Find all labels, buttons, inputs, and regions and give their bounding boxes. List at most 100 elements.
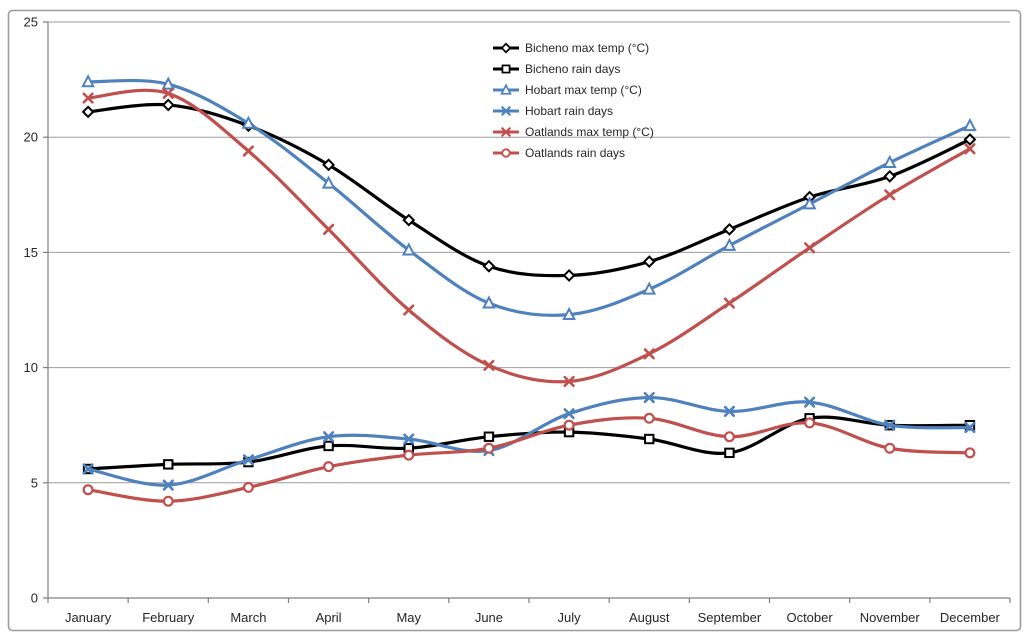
y-axis-label: 0 [31,591,38,606]
circle-marker [884,442,896,454]
circle-marker [162,495,174,507]
diamond-marker [500,42,512,53]
triangle-marker [722,237,737,251]
legend-item-bicheno-rain-days: Bicheno rain days [492,58,654,79]
x-marker [403,304,415,316]
legend-item-oatlands-rain-days: Oatlands rain days [492,142,654,163]
square-marker [501,64,511,73]
x-marker [964,421,976,434]
circle-marker [82,484,94,496]
x-marker [723,405,736,417]
triangle-marker [81,74,95,88]
diamond-marker [161,98,175,112]
x-marker [501,126,511,137]
series-line-2 [86,78,972,317]
x-marker-icon [493,105,519,116]
x-marker [242,145,255,157]
x-axis-label: March [230,610,266,625]
x-axis-label: April [316,610,342,625]
diamond-marker-icon [493,42,519,53]
legend-label: Hobart rain days [525,103,614,118]
x-axis-label: December [940,610,1001,625]
series-line-3 [86,395,972,487]
circle-marker [323,461,335,473]
x-axis-label: November [860,610,921,625]
triangle-marker [161,76,176,90]
circle-marker [563,419,575,431]
triangle-marker-icon [493,82,519,95]
triangle-marker [963,117,977,132]
x-marker [803,396,816,408]
triangle-marker [482,295,496,309]
square-marker [163,459,174,470]
y-axis-label: 15 [24,245,38,260]
diamond-marker [883,169,897,183]
x-marker [884,189,896,201]
x-axis-label: February [142,610,195,625]
circle-marker-icon [493,147,519,158]
legend-item-bicheno-max-temp: Bicheno max temp (°C) [492,37,654,58]
x-marker [82,463,94,475]
square-marker [964,420,976,431]
triangle-marker [562,306,576,321]
series-line-1 [86,415,972,471]
x-axis-label: June [475,610,503,625]
x-marker [563,375,575,388]
legend-item-hobart-rain-days: Hobart rain days [492,100,654,121]
chart-frame [7,9,1022,632]
legend: Bicheno max temp (°C) Bicheno rain days … [492,37,654,163]
x-marker [483,359,495,371]
square-marker [644,433,655,445]
x-marker [162,87,174,100]
triangle-marker [401,242,416,256]
series-line-5 [86,416,972,503]
x-axis-label: September [698,610,762,625]
y-axis-label: 20 [24,130,38,145]
x-axis-label: August [629,610,670,625]
y-axis-label: 25 [24,15,38,30]
triangle-marker [642,281,657,295]
diamond-marker [482,259,496,273]
circle-marker [242,481,254,493]
legend-label: Oatlands max temp (°C) [525,124,654,139]
y-axis-label: 10 [24,360,38,375]
x-marker [82,92,94,104]
triangle-marker [802,196,817,210]
x-marker-icon [493,126,519,137]
square-marker [323,440,334,452]
x-marker [403,433,415,445]
x-marker [803,242,816,254]
legend-label: Bicheno max temp (°C) [525,40,650,55]
legend-label: Hobart max temp (°C) [525,82,642,97]
legend-label: Bicheno rain days [525,61,621,76]
circle-marker [483,442,495,454]
diamond-marker [562,269,576,282]
circle-marker [804,417,816,429]
diamond-marker [723,222,736,236]
x-marker [501,105,511,116]
legend-item-oatlands-max-temp: Oatlands max temp (°C) [492,121,654,142]
x-marker [162,479,174,491]
circle-marker [723,431,735,443]
y-axis-label: 5 [31,475,38,490]
square-marker-icon [493,64,519,73]
diamond-marker [963,133,977,146]
x-marker [643,348,655,360]
x-marker [643,391,655,404]
x-marker [723,297,736,309]
x-marker [322,223,335,235]
circle-marker [964,447,976,459]
square-marker [483,431,495,442]
circle-marker [501,147,511,158]
diamond-marker [642,255,656,269]
triangle-marker [321,175,336,189]
x-marker [964,143,976,155]
x-axis-label: January [65,610,112,625]
triangle-marker [882,154,897,168]
square-marker [724,447,735,459]
x-axis-label: May [396,610,421,625]
legend-item-hobart-max-temp: Hobart max temp (°C) [492,79,654,100]
legend-label: Oatlands rain days [525,145,626,160]
